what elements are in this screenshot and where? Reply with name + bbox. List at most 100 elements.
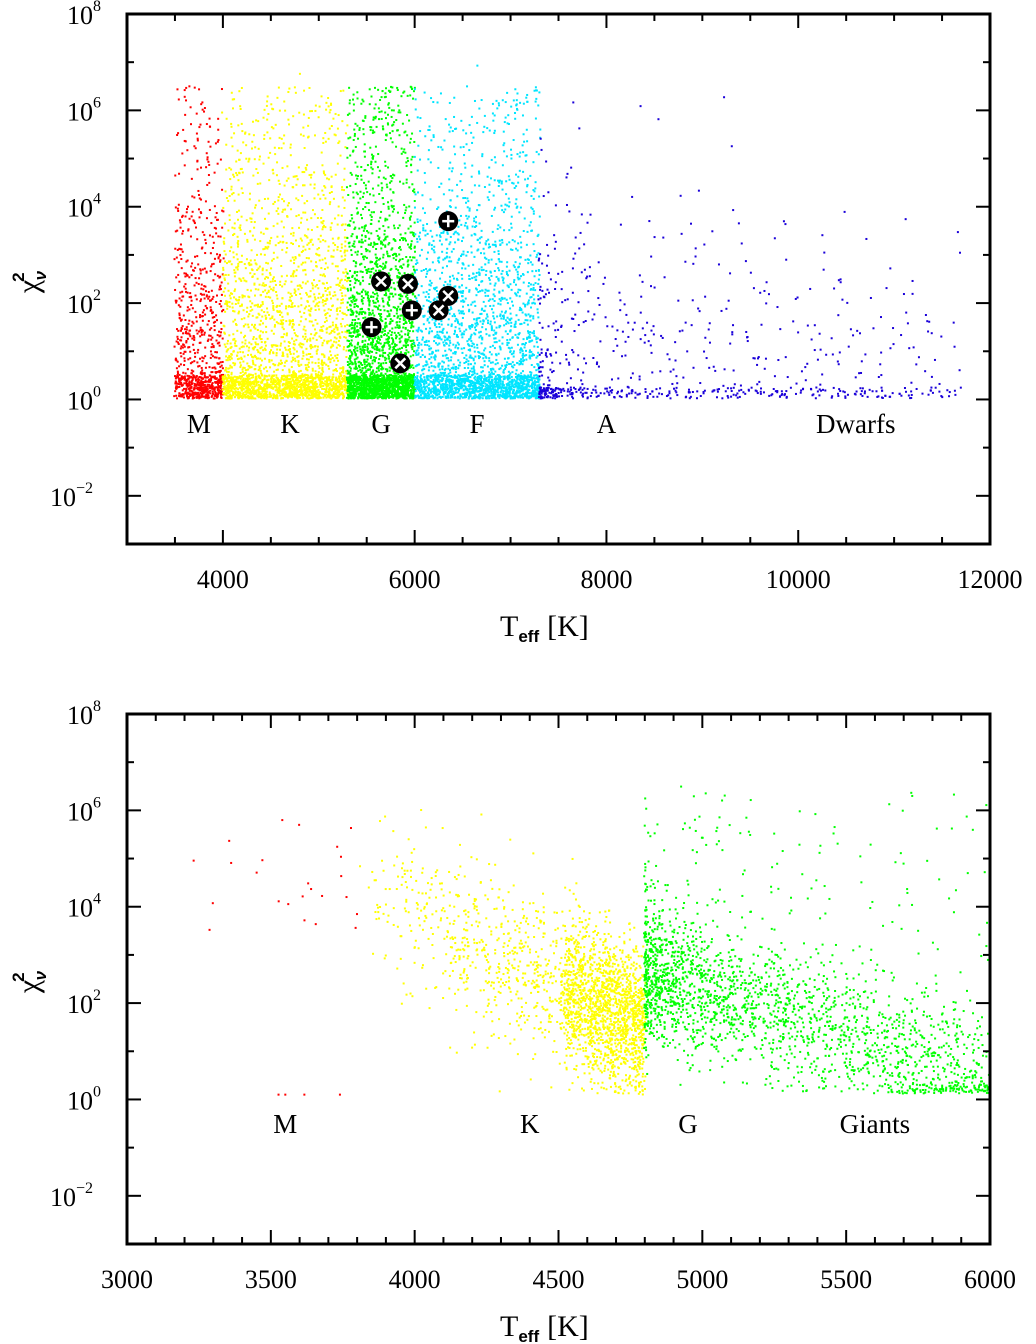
data-point <box>253 323 256 326</box>
data-point <box>239 364 242 367</box>
data-point <box>289 380 292 383</box>
data-point <box>294 290 297 293</box>
data-point <box>182 371 185 374</box>
data-point <box>190 303 193 306</box>
data-point <box>201 293 204 296</box>
data-point <box>317 247 320 250</box>
data-point <box>286 204 289 207</box>
data-point <box>295 395 298 398</box>
data-point <box>222 382 225 385</box>
data-point <box>392 370 395 373</box>
data-point <box>183 272 186 275</box>
data-point <box>231 145 234 148</box>
data-point <box>233 383 236 386</box>
data-point <box>351 319 354 322</box>
data-point <box>250 373 253 376</box>
data-point <box>231 193 234 196</box>
data-point <box>322 137 325 140</box>
data-point <box>252 348 255 351</box>
data-point <box>259 347 262 350</box>
data-point <box>337 236 340 239</box>
data-point <box>227 380 230 383</box>
data-point <box>356 325 359 328</box>
data-point <box>183 345 186 348</box>
data-point <box>225 388 228 391</box>
data-point <box>306 218 309 221</box>
data-point <box>201 311 204 314</box>
data-point <box>220 396 223 399</box>
data-point <box>198 364 201 367</box>
data-point <box>219 235 222 238</box>
data-point <box>237 265 240 268</box>
data-point <box>240 395 243 398</box>
data-point <box>399 377 402 380</box>
data-point <box>392 340 395 343</box>
data-point <box>220 328 223 331</box>
data-point <box>392 205 395 208</box>
data-point <box>314 376 317 379</box>
data-point <box>334 243 337 246</box>
data-point <box>279 313 282 316</box>
data-point <box>310 260 313 263</box>
data-point <box>236 392 239 395</box>
data-point <box>263 357 266 360</box>
data-point <box>209 145 212 148</box>
data-point <box>217 370 220 373</box>
data-point <box>180 345 183 348</box>
data-point <box>199 376 202 379</box>
data-point <box>243 366 246 369</box>
data-point <box>339 384 342 387</box>
data-point <box>250 393 253 396</box>
data-point <box>343 167 346 170</box>
data-point <box>411 231 414 234</box>
data-point <box>260 392 263 395</box>
data-point <box>175 385 178 388</box>
data-point <box>338 385 341 388</box>
data-point <box>289 377 292 380</box>
data-point <box>390 267 393 270</box>
data-point <box>293 343 296 346</box>
data-point <box>353 324 356 327</box>
data-point <box>283 340 286 343</box>
data-point <box>327 96 330 99</box>
data-point <box>231 377 234 380</box>
data-point <box>346 156 349 159</box>
data-point <box>312 385 315 388</box>
data-point <box>208 163 211 166</box>
data-point <box>315 303 318 306</box>
data-point <box>379 374 382 377</box>
data-point <box>289 146 292 149</box>
data-point <box>409 299 412 302</box>
data-point <box>272 304 275 307</box>
data-point <box>286 165 289 168</box>
data-point <box>192 343 195 346</box>
data-point <box>183 382 186 385</box>
data-point <box>311 110 314 113</box>
data-point <box>238 382 241 385</box>
data-point <box>214 393 217 396</box>
data-point <box>262 393 265 396</box>
data-point <box>283 283 286 286</box>
data-point <box>199 396 202 399</box>
data-point <box>264 289 267 292</box>
data-point <box>201 315 204 318</box>
data-point <box>341 287 344 290</box>
data-point <box>195 329 198 332</box>
data-point <box>410 394 413 397</box>
data-point <box>187 228 190 231</box>
data-point <box>292 378 295 381</box>
data-point <box>289 292 292 295</box>
data-point <box>243 279 246 282</box>
data-point <box>337 395 340 398</box>
data-point <box>199 292 202 295</box>
data-point <box>300 263 303 266</box>
data-point <box>215 351 218 354</box>
data-point <box>307 383 310 386</box>
data-point <box>305 235 308 238</box>
data-point <box>347 137 350 140</box>
data-point <box>338 284 341 287</box>
data-point <box>188 388 191 391</box>
data-point <box>285 305 288 308</box>
data-point <box>278 136 281 139</box>
data-point <box>224 376 227 379</box>
